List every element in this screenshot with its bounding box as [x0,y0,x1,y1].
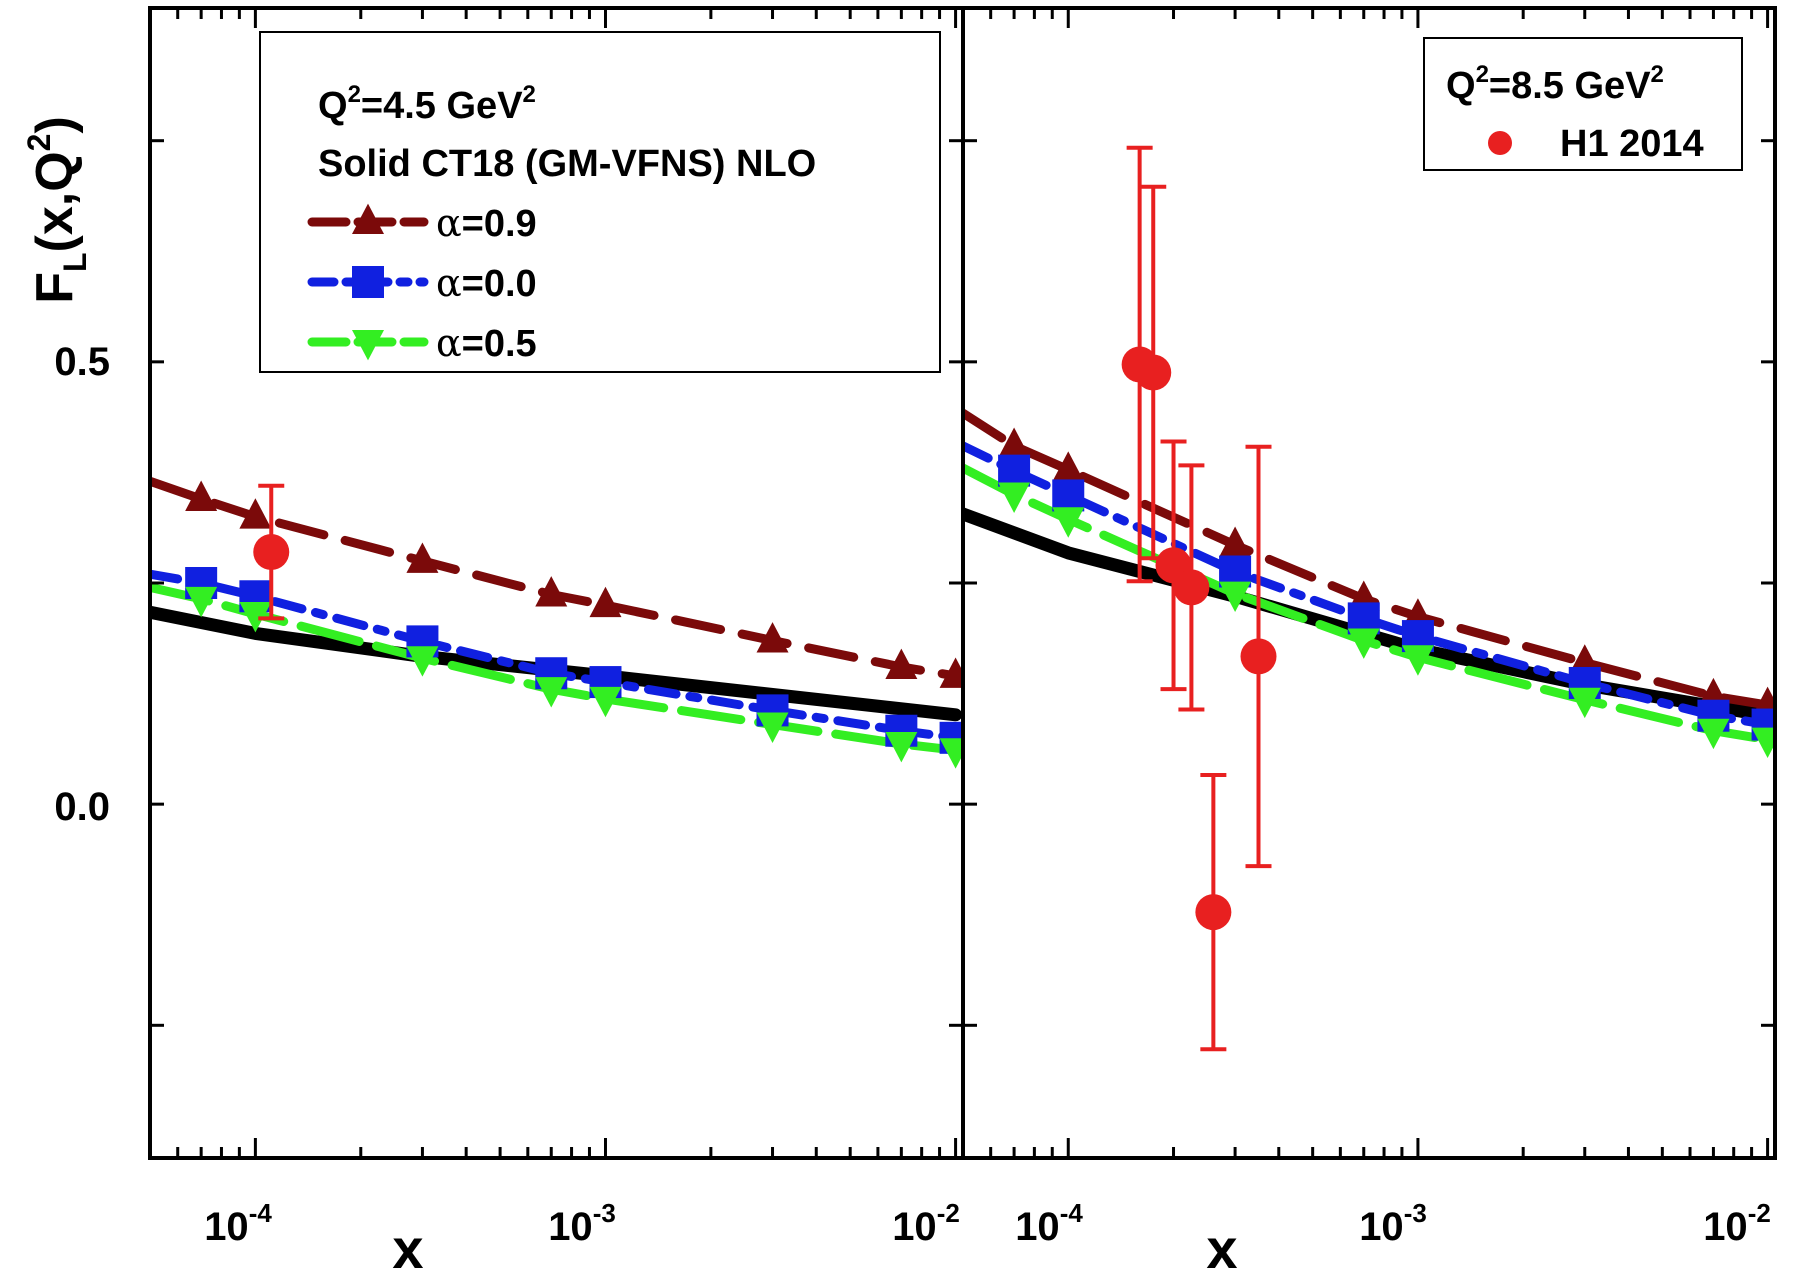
series-marker [239,498,272,529]
x-tick-label: 10-3 [548,1198,616,1249]
series-marker [185,586,218,618]
y-axis-title-sub: L [57,252,93,272]
svg-text:FL(x,Q2): FL(x,Q2) [21,116,93,304]
series-line [150,605,963,722]
data-point [253,483,290,621]
x-axis-title-right: x [1206,1217,1237,1278]
series-marker [1219,526,1252,557]
legend-h1-marker [1488,131,1512,155]
data-point [1195,772,1232,1052]
legend-q2-label: Q2=4.5 GeV2 [318,81,536,127]
series-marker [589,586,622,618]
panel-frame [961,6,1777,1160]
series-marker [998,482,1031,513]
x-tick-label: 10-4 [204,1198,272,1249]
series-marker [885,648,918,680]
x-tick-labels-right: 10-4 10-3 10-2 [1015,1198,1771,1249]
series-marker [1347,628,1380,659]
series-marker [1052,451,1085,482]
x-axis-title-left: x [392,1217,423,1278]
legend-solid-label: Solid CT18 (GM-VFNS) NLO [318,143,816,185]
legend-right-box [1423,37,1743,171]
series-marker [1219,581,1252,613]
y-axis-title-sup: 2 [21,134,57,152]
series-marker [239,601,272,633]
y-tick-label: 0.0 [54,785,110,829]
legend-label: α=0.9 [436,201,537,245]
series-marker [535,677,568,708]
series-marker [1401,645,1434,676]
series-marker [1568,687,1601,719]
panel-q2-8-5 [961,6,1777,1160]
legend-left: Q2=4.5 GeV2 Solid CT18 (GM-VFNS) NLO α=0… [259,31,941,373]
data-point-marker [1195,894,1232,931]
legend-entries: α=0.9 α=0.0 α=0.5 [307,201,537,365]
legend-entry: α=0.5 [307,321,537,365]
series-marker [939,657,963,688]
data-point-marker [1173,569,1210,606]
x-tick-labels-left: 10-4 10-3 10-2 [204,1198,960,1249]
plot-area [150,476,963,769]
series-marker [406,542,439,573]
series-marker [1697,718,1730,750]
legend-label: α=0.0 [436,261,537,305]
data-point [1173,463,1210,712]
series-marker [185,480,218,511]
series-marker [406,646,439,677]
data-point [1135,184,1172,561]
series-marker [1052,479,1085,512]
x-tick-label: 10-2 [892,1198,960,1249]
legend-q2-label: Q2=8.5 GeV2 [1446,61,1664,107]
data-point-marker [1240,638,1277,675]
x-tick-label: 10-4 [1015,1198,1083,1249]
y-axis-title-rest: (x,Q [26,151,84,252]
panel-q2-4-5 [148,6,965,1160]
series-marker [1751,727,1775,758]
legend-entry: α=0.0 [307,261,537,305]
data-point [1240,444,1277,869]
legend-right: Q2=8.5 GeV2 H1 2014 [1423,37,1743,171]
series-marker [998,427,1031,458]
legend-label: α=0.5 [436,321,537,365]
legend-marker [352,203,384,234]
data-point [1155,439,1192,692]
series-marker [998,454,1031,487]
plot-area [963,145,1775,1052]
series-marker [1052,507,1085,538]
y-axis-title-end: ) [26,116,84,133]
x-tick-label: 10-2 [1703,1198,1771,1249]
legend-left-box [259,31,941,373]
series-marker [589,686,622,718]
series-marker [885,732,918,763]
legend-h1-label: H1 2014 [1560,123,1704,165]
y-axis-title: FL(x,Q2) [21,116,93,304]
series-marker [756,622,789,653]
legend-marker [352,266,384,298]
series-marker [939,738,963,769]
data-point-marker [253,534,290,571]
x-tick-label: 10-3 [1359,1198,1427,1249]
legend-entry: α=0.9 [307,201,537,245]
legend-marker [352,330,384,361]
series-marker [756,712,789,743]
data-point-marker [1135,354,1172,391]
series-marker [535,576,568,607]
y-tick-label: 0.5 [54,340,110,384]
y-axis-title-main: F [26,272,84,304]
